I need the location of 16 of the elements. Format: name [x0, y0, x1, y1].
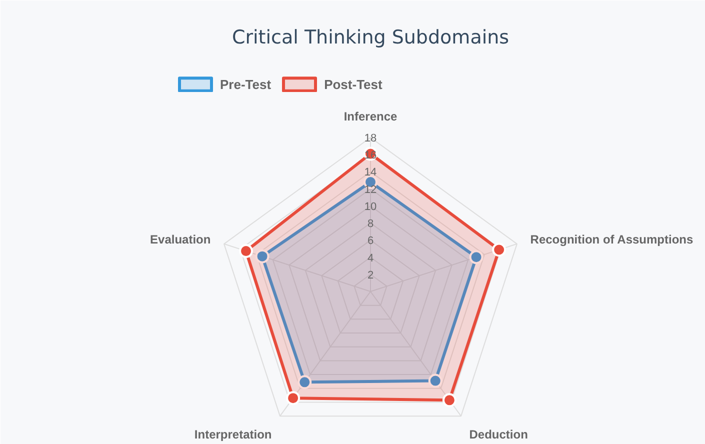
y-tick-label: 6 — [367, 235, 374, 248]
y-tick-label: 10 — [364, 200, 377, 213]
spoke-label: Interpretation — [194, 427, 272, 442]
y-tick-label: 2 — [367, 269, 374, 282]
y-tick-label: 4 — [367, 252, 374, 264]
legend-label: Pre-Test — [220, 76, 272, 92]
spoke-label: Evaluation — [150, 232, 211, 247]
y-tick-label: 18 — [364, 132, 377, 144]
chart-title: Critical Thinking Subdomains — [232, 26, 510, 48]
y-tick-label: 8 — [367, 218, 374, 230]
legend-label: Post-Test — [324, 76, 382, 92]
y-tick-label: 12 — [364, 184, 377, 196]
y-tick-label: 14 — [364, 166, 377, 179]
spoke-label: Deduction — [469, 427, 528, 442]
spoke-label: Recognition of Assumptions — [530, 232, 694, 247]
spoke-label: Inference — [344, 110, 398, 124]
